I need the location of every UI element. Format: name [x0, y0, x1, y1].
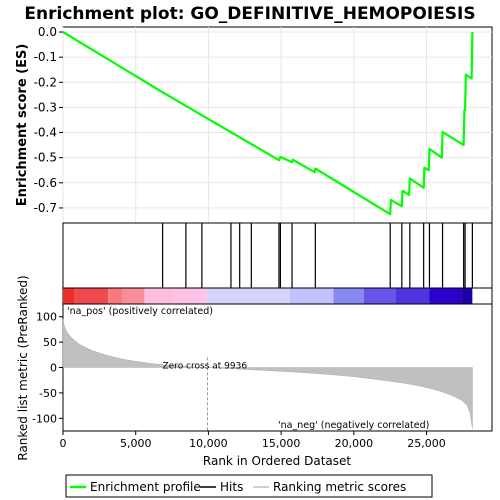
- x-tick-label: 10,000: [189, 437, 228, 450]
- legend-label-hits: Hits: [220, 480, 243, 494]
- es-y-tick-label: -0.7: [34, 201, 57, 215]
- metric-y-tick-label: 50: [43, 336, 57, 349]
- enrichment-profile-line: [62, 31, 474, 216]
- rank-bar-segment: [144, 288, 175, 304]
- rank-bar-segment: [333, 288, 365, 304]
- x-tick-label: 0: [60, 437, 67, 450]
- metric-y-axis: 100 50 0 -50 -100: [32, 311, 63, 425]
- legend: Enrichment profile Hits Ranking metric s…: [65, 474, 433, 498]
- es-y-tick-label: 0.0: [38, 25, 57, 39]
- rank-bar-segment: [63, 288, 75, 304]
- x-tick-label: 5,000: [120, 437, 152, 450]
- es-panel: 0.0 -0.1 -0.2 -0.3 -0.4 -0.5 -0.6 -0.7 Enrichme…: [15, 25, 493, 224]
- legend-label-enrichment-profile: Enrichment profile: [90, 480, 201, 494]
- metric-panel: Zero cross at 9936 'na_pos' (positively …: [16, 275, 493, 461]
- rank-bar-segment: [174, 288, 207, 304]
- es-y-tick-label: -0.5: [34, 151, 57, 165]
- x-axis-label: Rank in Ordered Dataset: [203, 454, 351, 468]
- chart-title: Enrichment plot: GO_DEFINITIVE_HEMOPOIES…: [24, 4, 475, 24]
- es-panel-frame: [62, 26, 493, 224]
- rank-bar-segment: [364, 288, 397, 304]
- es-grid: [62, 27, 492, 223]
- legend-label-ranking-metric: Ranking metric scores: [273, 480, 406, 494]
- x-tick-label: 15,000: [262, 437, 301, 450]
- metric-y-axis-label: Ranked list metric (PreRanked): [16, 275, 30, 460]
- rank-bar-segment: [289, 288, 334, 304]
- es-y-axis-label: Enrichment score (ES): [15, 44, 30, 207]
- rank-bar-segment: [74, 288, 109, 304]
- es-y-tick-label: -0.2: [34, 75, 57, 89]
- hits-panel: [62, 222, 493, 289]
- es-y-tick-label: -0.6: [34, 176, 57, 190]
- rank-bar-segment: [396, 288, 430, 304]
- rank-bar-segment: [429, 288, 462, 304]
- x-tick-label: 25,000: [407, 437, 446, 450]
- es-y-tick-label: -0.1: [34, 50, 57, 64]
- rank-bar-segment: [206, 288, 290, 304]
- es-y-tick-label: -0.4: [34, 126, 57, 140]
- rank-color-bar: [62, 287, 493, 305]
- x-tick-label: 20,000: [335, 437, 374, 450]
- x-axis: 0 5,000 10,000 15,000 20,000 25,000: [60, 431, 446, 450]
- rank-bar-segment: [461, 288, 473, 304]
- rank-bar-segment: [122, 288, 145, 304]
- metric-y-tick-label: -50: [39, 387, 57, 400]
- zero-cross-label: Zero cross at 9936: [162, 362, 247, 372]
- rank-bar-segments: [63, 288, 473, 304]
- hits-marks: [162, 223, 473, 288]
- metric-y-tick-label: -100: [32, 412, 57, 425]
- metric-y-tick-label: 100: [36, 311, 57, 324]
- positive-correlation-label: 'na_pos' (positively correlated): [67, 306, 213, 317]
- es-y-tick-label: -0.3: [34, 100, 57, 114]
- hits-panel-frame: [62, 222, 493, 289]
- rank-bar-segment: [108, 288, 123, 304]
- es-y-axis: 0.0 -0.1 -0.2 -0.3 -0.4 -0.5 -0.6 -0.7: [34, 25, 63, 215]
- metric-y-tick-label: 0: [50, 362, 57, 375]
- ranking-metric-area: [62, 319, 473, 429]
- legend-frame: [65, 474, 433, 498]
- negative-correlation-label: 'na_neg' (negatively correlated): [278, 420, 429, 431]
